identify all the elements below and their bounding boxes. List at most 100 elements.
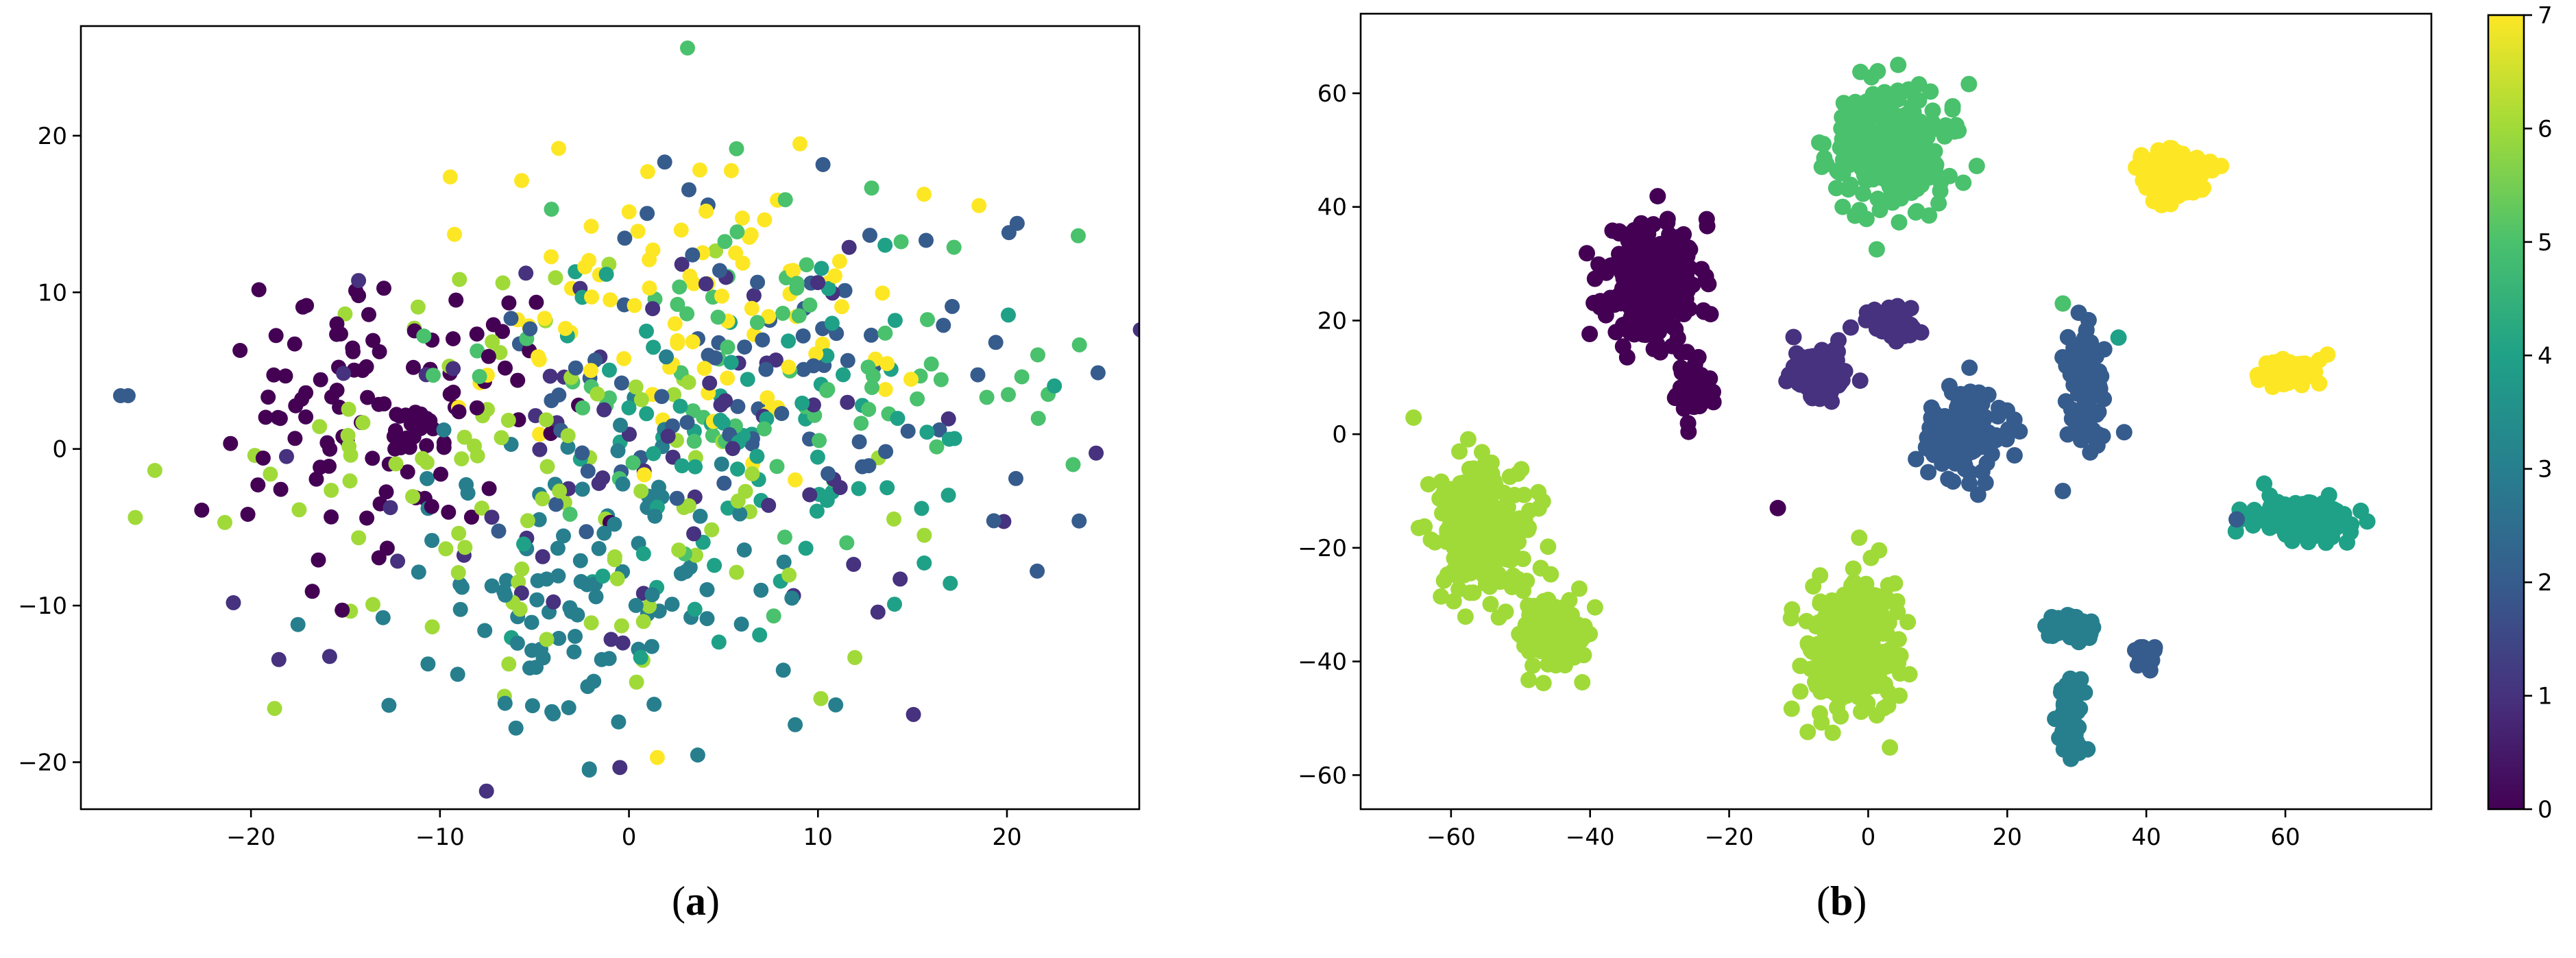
scatter-point — [1651, 323, 1668, 340]
scatter-point — [273, 481, 289, 497]
scatter-point — [603, 632, 619, 647]
scatter-point — [1939, 448, 1956, 465]
x-tick-label: −20 — [1705, 824, 1754, 851]
scatter-point — [2246, 501, 2263, 518]
x-tick-label: 0 — [622, 824, 637, 851]
scatter-point — [654, 389, 670, 405]
scatter-point — [1880, 316, 1897, 333]
scatter-point — [781, 333, 797, 349]
scatter-point — [1854, 662, 1871, 679]
scatter-point — [424, 533, 440, 549]
scatter-point — [1769, 499, 1786, 516]
scatter-point — [524, 614, 539, 630]
scatter-point — [1895, 328, 1912, 344]
scatter-point — [612, 760, 628, 776]
scatter-point — [359, 510, 375, 526]
scatter-point — [1829, 699, 1846, 716]
scatter-point — [539, 459, 555, 475]
scatter-point — [753, 582, 769, 598]
scatter-point — [538, 412, 554, 428]
scatter-point — [2073, 431, 2089, 448]
scatter-point — [535, 491, 550, 507]
scatter-point — [2095, 341, 2113, 358]
scatter-point — [1446, 562, 1463, 579]
scatter-point — [1851, 529, 1868, 547]
scatter-point — [2055, 684, 2072, 701]
scatter-point — [864, 180, 879, 196]
colorbar-frame — [2487, 14, 2525, 811]
scatter-point — [707, 350, 723, 366]
scatter-point — [1875, 594, 1893, 611]
scatter-point — [713, 397, 729, 413]
scatter-point — [579, 524, 594, 540]
scatter-point — [484, 510, 500, 525]
scatter-point — [1647, 265, 1664, 282]
scatter-point — [477, 623, 493, 638]
scatter-point — [1030, 411, 1046, 427]
scatter-point — [450, 667, 465, 682]
scatter-point — [2156, 152, 2174, 169]
scatter-point — [1638, 240, 1654, 257]
scatter-point — [381, 697, 397, 713]
scatter-point — [371, 550, 387, 566]
scatter-point — [678, 564, 694, 579]
scatter-point — [1834, 165, 1851, 182]
scatter-point — [686, 433, 702, 449]
scatter-point — [1702, 306, 1719, 323]
scatter-point — [635, 546, 651, 562]
scatter-point — [2058, 357, 2075, 374]
scatter-point — [673, 222, 689, 238]
scatter-point — [574, 445, 590, 461]
scatter-point — [649, 750, 665, 765]
scatter-point — [2059, 328, 2076, 346]
scatter-point — [757, 212, 773, 228]
scatter-point — [1900, 152, 1917, 169]
scatter-point — [674, 458, 690, 474]
x-tick-label: 40 — [2132, 824, 2161, 851]
scatter-point — [839, 535, 855, 551]
scatter-point — [640, 164, 655, 180]
scatter-point — [621, 400, 637, 416]
scatter-point — [351, 273, 367, 289]
scatter-point — [647, 508, 663, 524]
scatter-point — [1672, 263, 1689, 280]
colorbar: 0 1 2 3 4 5 6 7 — [2487, 2, 2553, 824]
scatter-point — [716, 475, 732, 491]
scatter-point — [279, 448, 294, 464]
scatter-point — [660, 429, 676, 444]
scatter-point — [1071, 513, 1087, 529]
scatter-point — [686, 526, 702, 542]
scatter-point — [802, 297, 818, 313]
scatter-point — [1132, 322, 1139, 337]
scatter-point — [910, 391, 925, 407]
scatter-point — [1530, 500, 1547, 517]
scatter-point — [531, 349, 546, 365]
scatter-point — [501, 295, 517, 311]
scatter-point — [1876, 676, 1893, 693]
scatter-point — [642, 280, 657, 296]
scatter-point — [602, 362, 617, 378]
scatter-point — [672, 398, 688, 414]
scatter-point — [1637, 276, 1654, 293]
scatter-point — [452, 272, 467, 287]
scatter-point — [1929, 120, 1946, 137]
scatter-point — [932, 422, 947, 438]
scatter-point — [815, 157, 831, 172]
y-tick-label: 40 — [1317, 194, 1347, 221]
scatter-point — [794, 395, 810, 411]
scatter-point — [761, 309, 777, 324]
scatter-point — [692, 508, 708, 524]
scatter-point — [1798, 612, 1815, 630]
scatter-point — [878, 444, 894, 459]
scatter-point — [1908, 451, 1925, 468]
scatter-point — [324, 483, 339, 498]
scatter-point — [552, 483, 568, 499]
scatter-point — [392, 409, 408, 424]
scatter-point — [1873, 139, 1890, 156]
scatter-point — [639, 323, 654, 339]
scatter-point — [760, 390, 775, 405]
scatter-point — [1575, 647, 1592, 664]
scatter-point — [1851, 202, 1868, 219]
scatter-point — [1568, 624, 1585, 641]
scatter-point — [1860, 638, 1878, 655]
